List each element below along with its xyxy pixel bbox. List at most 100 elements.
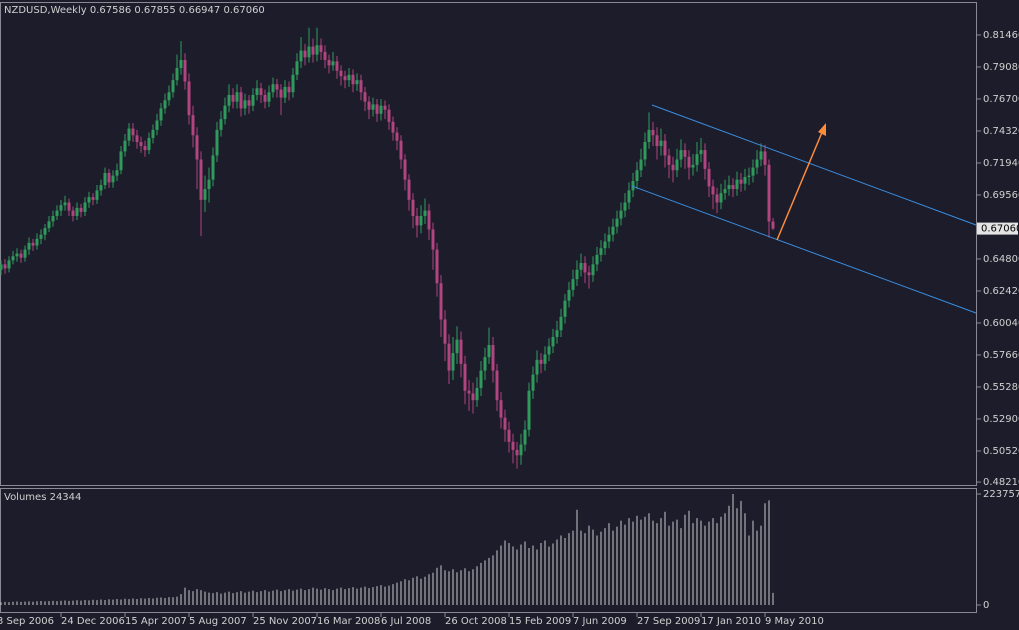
candle-body (399, 140, 403, 160)
candle-body (459, 339, 463, 364)
candle-body (219, 119, 223, 130)
candle-body (199, 159, 203, 200)
candle-body (271, 84, 275, 93)
candle-body (571, 279, 575, 290)
candle-body (499, 400, 503, 418)
y-tick-label: 0 (983, 600, 989, 611)
candle-body (239, 92, 243, 109)
candle-body (39, 234, 43, 239)
candle-body (135, 135, 139, 143)
channel-upper (651, 104, 977, 226)
candle-body (523, 429, 527, 445)
candle-body (87, 197, 91, 203)
candle-body (91, 197, 95, 200)
candle-body (427, 210, 431, 230)
x-tick-label: 15 Apr 2007 (125, 616, 187, 627)
volume-pane (0, 493, 774, 605)
candle-body (519, 444, 523, 456)
candle-body (107, 172, 111, 183)
candle-body (371, 104, 375, 110)
candle-body (351, 74, 355, 85)
price-label: 0.67060 (981, 224, 1019, 235)
candle-body (595, 254, 599, 265)
candle-body (83, 202, 87, 212)
price-pane-frame (0, 2, 977, 486)
x-tick-label: 3 Sep 2006 (0, 616, 54, 627)
candle-body (647, 129, 651, 143)
candle-body (187, 81, 191, 116)
candle-body (623, 202, 627, 211)
candle-body (311, 46, 315, 55)
candle-body (191, 115, 195, 136)
candle-body (691, 164, 695, 168)
candle-body (71, 210, 75, 216)
trend-arrow-head (818, 123, 826, 136)
candle-body (711, 186, 715, 195)
candle-body (99, 185, 103, 191)
candle-body (3, 264, 7, 269)
candle-body (703, 150, 707, 169)
x-tick-label: 26 Oct 2008 (445, 616, 507, 627)
candle-body (723, 189, 727, 194)
candle-body (131, 128, 135, 136)
candle-body (163, 100, 167, 109)
candle-body (47, 221, 51, 229)
x-tick-label: 27 Sep 2009 (637, 616, 700, 627)
x-tick-label: 9 May 2010 (765, 616, 824, 627)
candle-body (315, 45, 319, 55)
candle-body (387, 109, 391, 122)
candle-body (167, 92, 171, 101)
candle-body (67, 202, 71, 211)
candle-body (235, 92, 239, 102)
candle-body (547, 346, 551, 355)
candle-body (415, 215, 419, 226)
candle-body (543, 354, 547, 364)
candle-body (119, 151, 123, 171)
candle-body (567, 289, 571, 301)
candle-body (423, 210, 427, 216)
candle-body (575, 269, 579, 280)
candle-body (27, 242, 31, 250)
candle-body (667, 155, 671, 165)
candle-body (123, 140, 127, 152)
x-tick-label: 17 Jan 2010 (701, 616, 761, 627)
candle-body (79, 207, 83, 212)
candle-body (203, 189, 207, 200)
x-tick-label: 6 Jul 2008 (381, 616, 431, 627)
candle-body (463, 363, 467, 391)
candle-body (743, 176, 747, 184)
candle-body (231, 94, 235, 102)
candle-body (51, 215, 55, 222)
candle-body (607, 234, 611, 242)
candle-body (651, 129, 655, 136)
candle-body (379, 105, 383, 114)
x-tick-label: 25 Nov 2007 (253, 616, 317, 627)
candle-body (535, 359, 539, 375)
candle-body (335, 61, 339, 71)
x-tick-label: 24 Dec 2006 (61, 616, 125, 627)
candle-body (587, 272, 591, 276)
candle-body (579, 263, 583, 270)
candle-body (143, 146, 147, 151)
candle-body (767, 164, 771, 222)
candle-body (19, 253, 23, 258)
candle-body (31, 242, 35, 246)
candle-body (15, 253, 19, 257)
candle-body (195, 135, 199, 160)
candle-body (699, 150, 703, 155)
candle-body (211, 155, 215, 180)
candle-body (483, 357, 487, 371)
candle-body (127, 128, 131, 141)
candle-body (515, 449, 519, 456)
candle-body (319, 45, 323, 52)
candle-body (391, 121, 395, 133)
trend-arrow (776, 129, 824, 241)
candle-body (671, 164, 675, 171)
candle-body (599, 248, 603, 255)
